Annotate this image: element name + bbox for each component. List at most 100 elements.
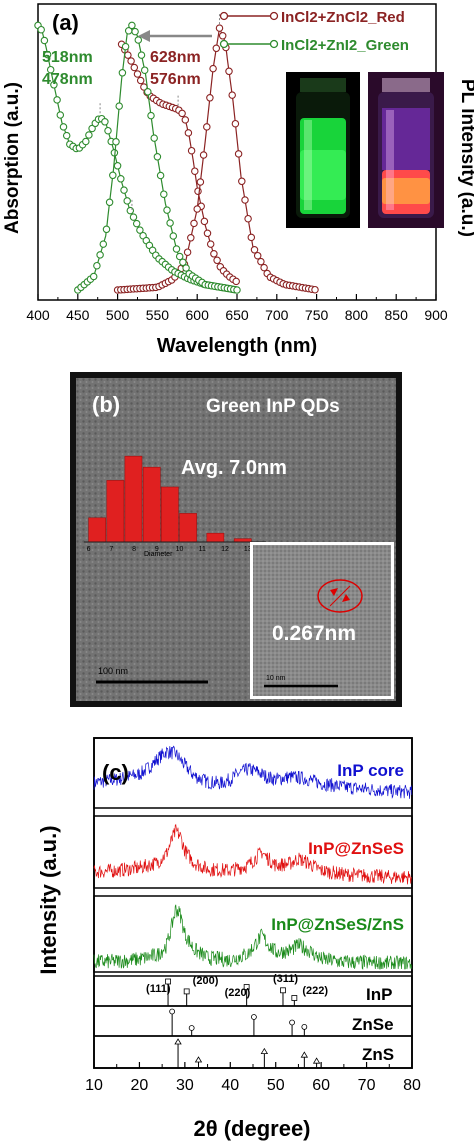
xrd-series-2 (93, 904, 413, 970)
data-point (120, 186, 128, 194)
data-point (311, 285, 319, 294)
tem-image: (b) Green InP QDs Avg. 7.0nm 6 7 8 9 10 11 12 1… (76, 378, 396, 701)
data-point (115, 102, 123, 110)
reference-ZnSe (169, 1008, 308, 1036)
subplot-frame (93, 1005, 413, 1037)
histogram-tick-label: 9 (155, 546, 159, 553)
data-point (62, 131, 71, 140)
histogram-bar (179, 513, 197, 543)
data-point (169, 232, 178, 240)
histogram-tick-label: 11 (199, 546, 206, 553)
x-tick-label-a: 700 (265, 307, 289, 323)
data-point (133, 70, 142, 78)
data-point (181, 116, 190, 124)
data-point (225, 67, 233, 76)
data-point (178, 109, 186, 118)
x-tick-label-a: 400 (26, 307, 50, 323)
data-point (238, 177, 246, 186)
data-point (126, 206, 135, 215)
data-point (241, 196, 249, 204)
subplot-frame (93, 975, 413, 1007)
histogram-bar (88, 517, 107, 543)
ref-label-znse: ZnSe (352, 1015, 394, 1034)
reference-InP: (111) (200) (220) (311) (222) (146, 973, 328, 1006)
panel-b-avg: Avg. 7.0nm (181, 457, 287, 479)
data-point (101, 118, 109, 126)
data-point (190, 219, 198, 228)
data-point (183, 248, 192, 256)
legend-a: InCl2+ZnCl2_Red InCl2+ZnI2_Green (219, 9, 409, 54)
histogram-tick-label: 10 (176, 546, 184, 553)
data-point (128, 21, 136, 30)
data-point (182, 264, 190, 272)
panel-c-label: (c) (102, 760, 129, 785)
data-point (212, 44, 221, 53)
data-point (93, 261, 101, 270)
miller-index-label: (220) (225, 987, 251, 999)
reference-ZnS (174, 1038, 321, 1068)
data-point (187, 146, 196, 155)
series-a-0 (117, 40, 240, 286)
data-point (96, 251, 104, 259)
data-point (117, 175, 125, 183)
data-point (172, 245, 181, 253)
data-point (206, 240, 215, 248)
vial-photo-green (286, 72, 360, 228)
data-point (53, 96, 61, 104)
data-point (136, 226, 144, 234)
histogram: 6 7 8 9 10 11 12 13 (84, 455, 266, 553)
x-tick-label-c: 30 (176, 1077, 194, 1094)
data-point (113, 162, 122, 170)
inset-scale-label: 10 nm (266, 675, 286, 682)
miller-index-label: (311) (273, 973, 298, 985)
x-tick-label-c: 40 (221, 1077, 239, 1094)
series-label-inp-znses-zns: InP@ZnSeS/ZnS (271, 915, 404, 934)
hrtem-inset: 0.267nm 10 nm (250, 542, 394, 699)
data-point (129, 213, 138, 221)
data-point (250, 246, 259, 254)
data-point (244, 214, 252, 223)
data-point (175, 252, 184, 261)
ylabel-c: Intensity (a.u.) (36, 825, 61, 974)
ylabel-right: PL Intensity (a.u.) (457, 79, 474, 237)
data-point (118, 69, 127, 77)
data-point (140, 66, 149, 74)
panel-b-label: (b) (92, 392, 120, 417)
x-tick-label-a: 500 (106, 307, 130, 323)
data-point (166, 219, 174, 227)
data-point (109, 171, 117, 180)
data-point (179, 258, 187, 267)
data-point (247, 233, 256, 242)
chart-a: Absorption (a.u.) PL Intensity (a.u.) (a… (2, 3, 474, 357)
data-point (43, 50, 52, 59)
data-point (85, 131, 93, 139)
plot-area-c: (111) (200) (220) (311) (222) (93, 737, 413, 1069)
x-tick-label-a: 900 (424, 307, 448, 323)
x-tick-label-a: 850 (385, 307, 409, 323)
x-tick-label-a: 800 (345, 307, 369, 323)
series-label-inp-core: InP core (337, 761, 404, 780)
data-point (137, 51, 146, 59)
xrd-series-1 (93, 823, 412, 885)
annot-478nm: 478nm (42, 71, 93, 88)
panel-b-title: Green InP QDs (206, 396, 340, 417)
annot-576nm: 576nm (150, 71, 201, 88)
data-point (191, 167, 199, 175)
data-point (50, 81, 58, 89)
histogram-bar (206, 532, 225, 543)
x-tick-label-a: 550 (146, 307, 170, 323)
x-ticks-c: 10 20 30 40 50 60 70 80 (85, 1062, 421, 1094)
data-point (194, 187, 202, 195)
x-tick-label-a: 750 (305, 307, 329, 323)
data-point (132, 219, 141, 228)
x-tick-label-a: 450 (66, 307, 90, 323)
xrd-series-0 (93, 745, 413, 799)
x-tick-label-a: 600 (186, 307, 210, 323)
ylabel-left: Absorption (a.u.) (2, 82, 23, 234)
xlabel-a: Wavelength (nm) (157, 335, 317, 357)
data-point (257, 257, 265, 266)
histogram-tick-label: 7 (109, 546, 113, 553)
data-point (260, 263, 268, 272)
data-point (203, 123, 211, 131)
tem-panel: (b) Green InP QDs Avg. 7.0nm 6 7 8 9 10 11 12 1… (70, 372, 402, 707)
